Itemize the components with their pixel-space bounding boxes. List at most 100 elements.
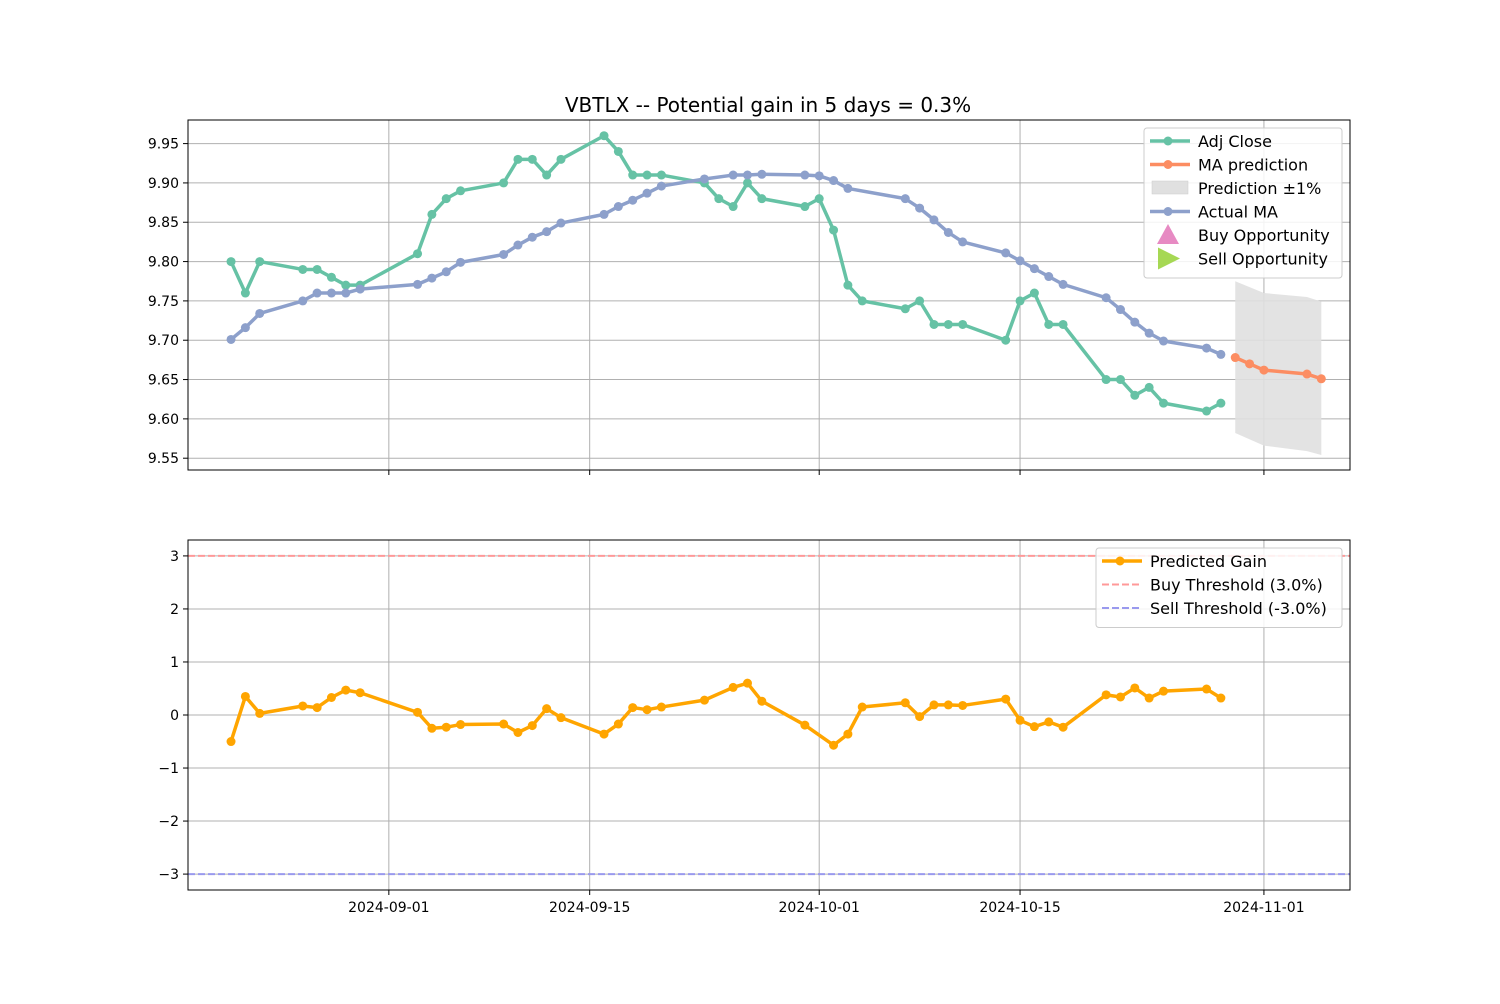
predicted-gain-point xyxy=(240,691,250,701)
actual-ma-point xyxy=(1159,336,1169,346)
ma-prediction-point xyxy=(1302,369,1312,379)
predicted-gain-point xyxy=(413,707,423,717)
actual-ma-point xyxy=(742,170,752,180)
predicted-gain-point xyxy=(1044,717,1054,727)
actual-ma-point xyxy=(355,284,365,294)
y-tick-label: 3 xyxy=(170,549,179,565)
adj-close-point xyxy=(915,296,925,306)
actual-ma-point xyxy=(829,176,839,186)
predicted-gain-point xyxy=(513,728,523,737)
legend-buy-threshold-3-0-label: Buy Threshold (3.0%) xyxy=(1150,576,1323,595)
actual-ma-point xyxy=(1044,272,1054,282)
y-tick-label: 9.65 xyxy=(148,373,179,389)
ma-prediction-point xyxy=(1259,365,1269,375)
legend-actual-ma-label: Actual MA xyxy=(1198,203,1278,222)
adj-close-point xyxy=(326,272,336,282)
predicted-gain-point xyxy=(857,702,867,712)
actual-ma-point xyxy=(413,279,423,289)
actual-ma-point xyxy=(341,288,351,298)
predicted-gain-point xyxy=(556,713,566,723)
legend-ma-prediction-marker xyxy=(1163,160,1173,169)
actual-ma-point xyxy=(599,209,609,219)
legend-actual-ma-marker xyxy=(1163,207,1173,216)
y-tick-label: 9.60 xyxy=(148,412,179,428)
adj-close-point xyxy=(1216,398,1226,408)
y-tick-label: 9.95 xyxy=(148,137,179,153)
actual-ma-point xyxy=(326,288,336,298)
predicted-gain-point xyxy=(742,678,752,688)
y-tick-label: 9.55 xyxy=(148,451,179,467)
predicted-gain-point xyxy=(728,682,738,692)
actual-ma-point xyxy=(1115,305,1125,315)
legend-adj-close-label: Adj Close xyxy=(1198,132,1272,151)
actual-ma-point xyxy=(1001,248,1011,258)
ma-prediction-point xyxy=(1316,374,1326,384)
adj-close-point xyxy=(513,154,523,164)
adj-close-point xyxy=(656,170,666,180)
predicted-gain-point xyxy=(255,708,265,718)
adj-close-point xyxy=(226,257,236,267)
actual-ma-point xyxy=(499,249,509,259)
predicted-gain-point xyxy=(943,700,953,710)
y-tick-label: 0 xyxy=(170,708,179,724)
plot-area xyxy=(226,131,1326,456)
adj-close-point xyxy=(714,194,724,204)
adj-close-point xyxy=(1202,406,1212,416)
adj-close-point xyxy=(341,280,351,290)
predicted-gain-point xyxy=(843,729,853,739)
predicted-gain-point xyxy=(298,701,308,711)
legend: Adj Close MA prediction Prediction ±1% Actu… xyxy=(1143,127,1343,279)
actual-ma-point xyxy=(1101,293,1111,303)
y-tick-label: 9.70 xyxy=(148,333,179,349)
actual-ma-point xyxy=(728,170,738,180)
adj-close-point xyxy=(312,264,322,274)
prediction-band xyxy=(1235,281,1322,456)
gain-panel: −3 −2 −1 0 1 2 3 2024-09-01 2024-09-15 2024-10-01… xyxy=(158,539,1351,916)
axes-frame xyxy=(187,119,1351,471)
adj-close-point xyxy=(958,319,968,329)
predicted-gain-point xyxy=(527,721,537,731)
predicted-gain-point xyxy=(1015,715,1025,725)
legend-buy-opportunity-label: Buy Opportunity xyxy=(1198,226,1330,245)
adj-close-point xyxy=(599,131,609,141)
adj-close-point xyxy=(1029,288,1039,298)
predicted-gain-point xyxy=(628,703,638,713)
actual-ma-point xyxy=(800,170,810,180)
adj-close-point xyxy=(742,178,752,188)
adj-close-point xyxy=(240,288,250,298)
adj-close-point xyxy=(255,257,265,267)
adj-close-point xyxy=(613,146,623,156)
adj-close-point xyxy=(527,154,537,164)
adj-close-point xyxy=(298,264,308,274)
y-tick-label: 9.90 xyxy=(148,176,179,192)
legend-buy-opportunity-marker xyxy=(1157,224,1179,244)
actual-ma-point xyxy=(456,257,466,267)
actual-ma-point xyxy=(929,215,939,225)
adj-close-point xyxy=(929,319,939,329)
predicted-gain-point xyxy=(599,729,609,739)
adj-close-point xyxy=(1001,335,1011,345)
adj-close-point xyxy=(542,170,552,180)
predicted-gain-point xyxy=(642,705,652,715)
y-tick-label: 9.80 xyxy=(148,255,179,271)
plot-area xyxy=(188,554,1350,876)
predicted-gain-point xyxy=(1144,693,1154,703)
predicted-gain-point xyxy=(829,740,839,750)
predicted-gain-point xyxy=(1058,722,1068,732)
predicted-gain-point xyxy=(542,704,552,714)
adj-close-point xyxy=(728,202,738,212)
adj-close-point xyxy=(857,296,867,306)
legend-adj-close-marker xyxy=(1163,136,1173,146)
legend-sell-opportunity-marker xyxy=(1158,247,1180,270)
predicted-gain-point xyxy=(456,720,466,730)
predicted-gain-point xyxy=(427,723,437,733)
predicted-gain-point xyxy=(915,712,925,722)
y-tick-label: 2 xyxy=(170,602,179,618)
ma-prediction-point xyxy=(1245,359,1255,369)
actual-ma-point xyxy=(542,227,552,237)
predicted-gain-point xyxy=(1216,693,1226,703)
actual-ma-point xyxy=(441,267,451,277)
predicted-gain-point xyxy=(656,702,666,712)
actual-ma-point xyxy=(1015,256,1025,266)
actual-ma-point xyxy=(255,308,265,318)
